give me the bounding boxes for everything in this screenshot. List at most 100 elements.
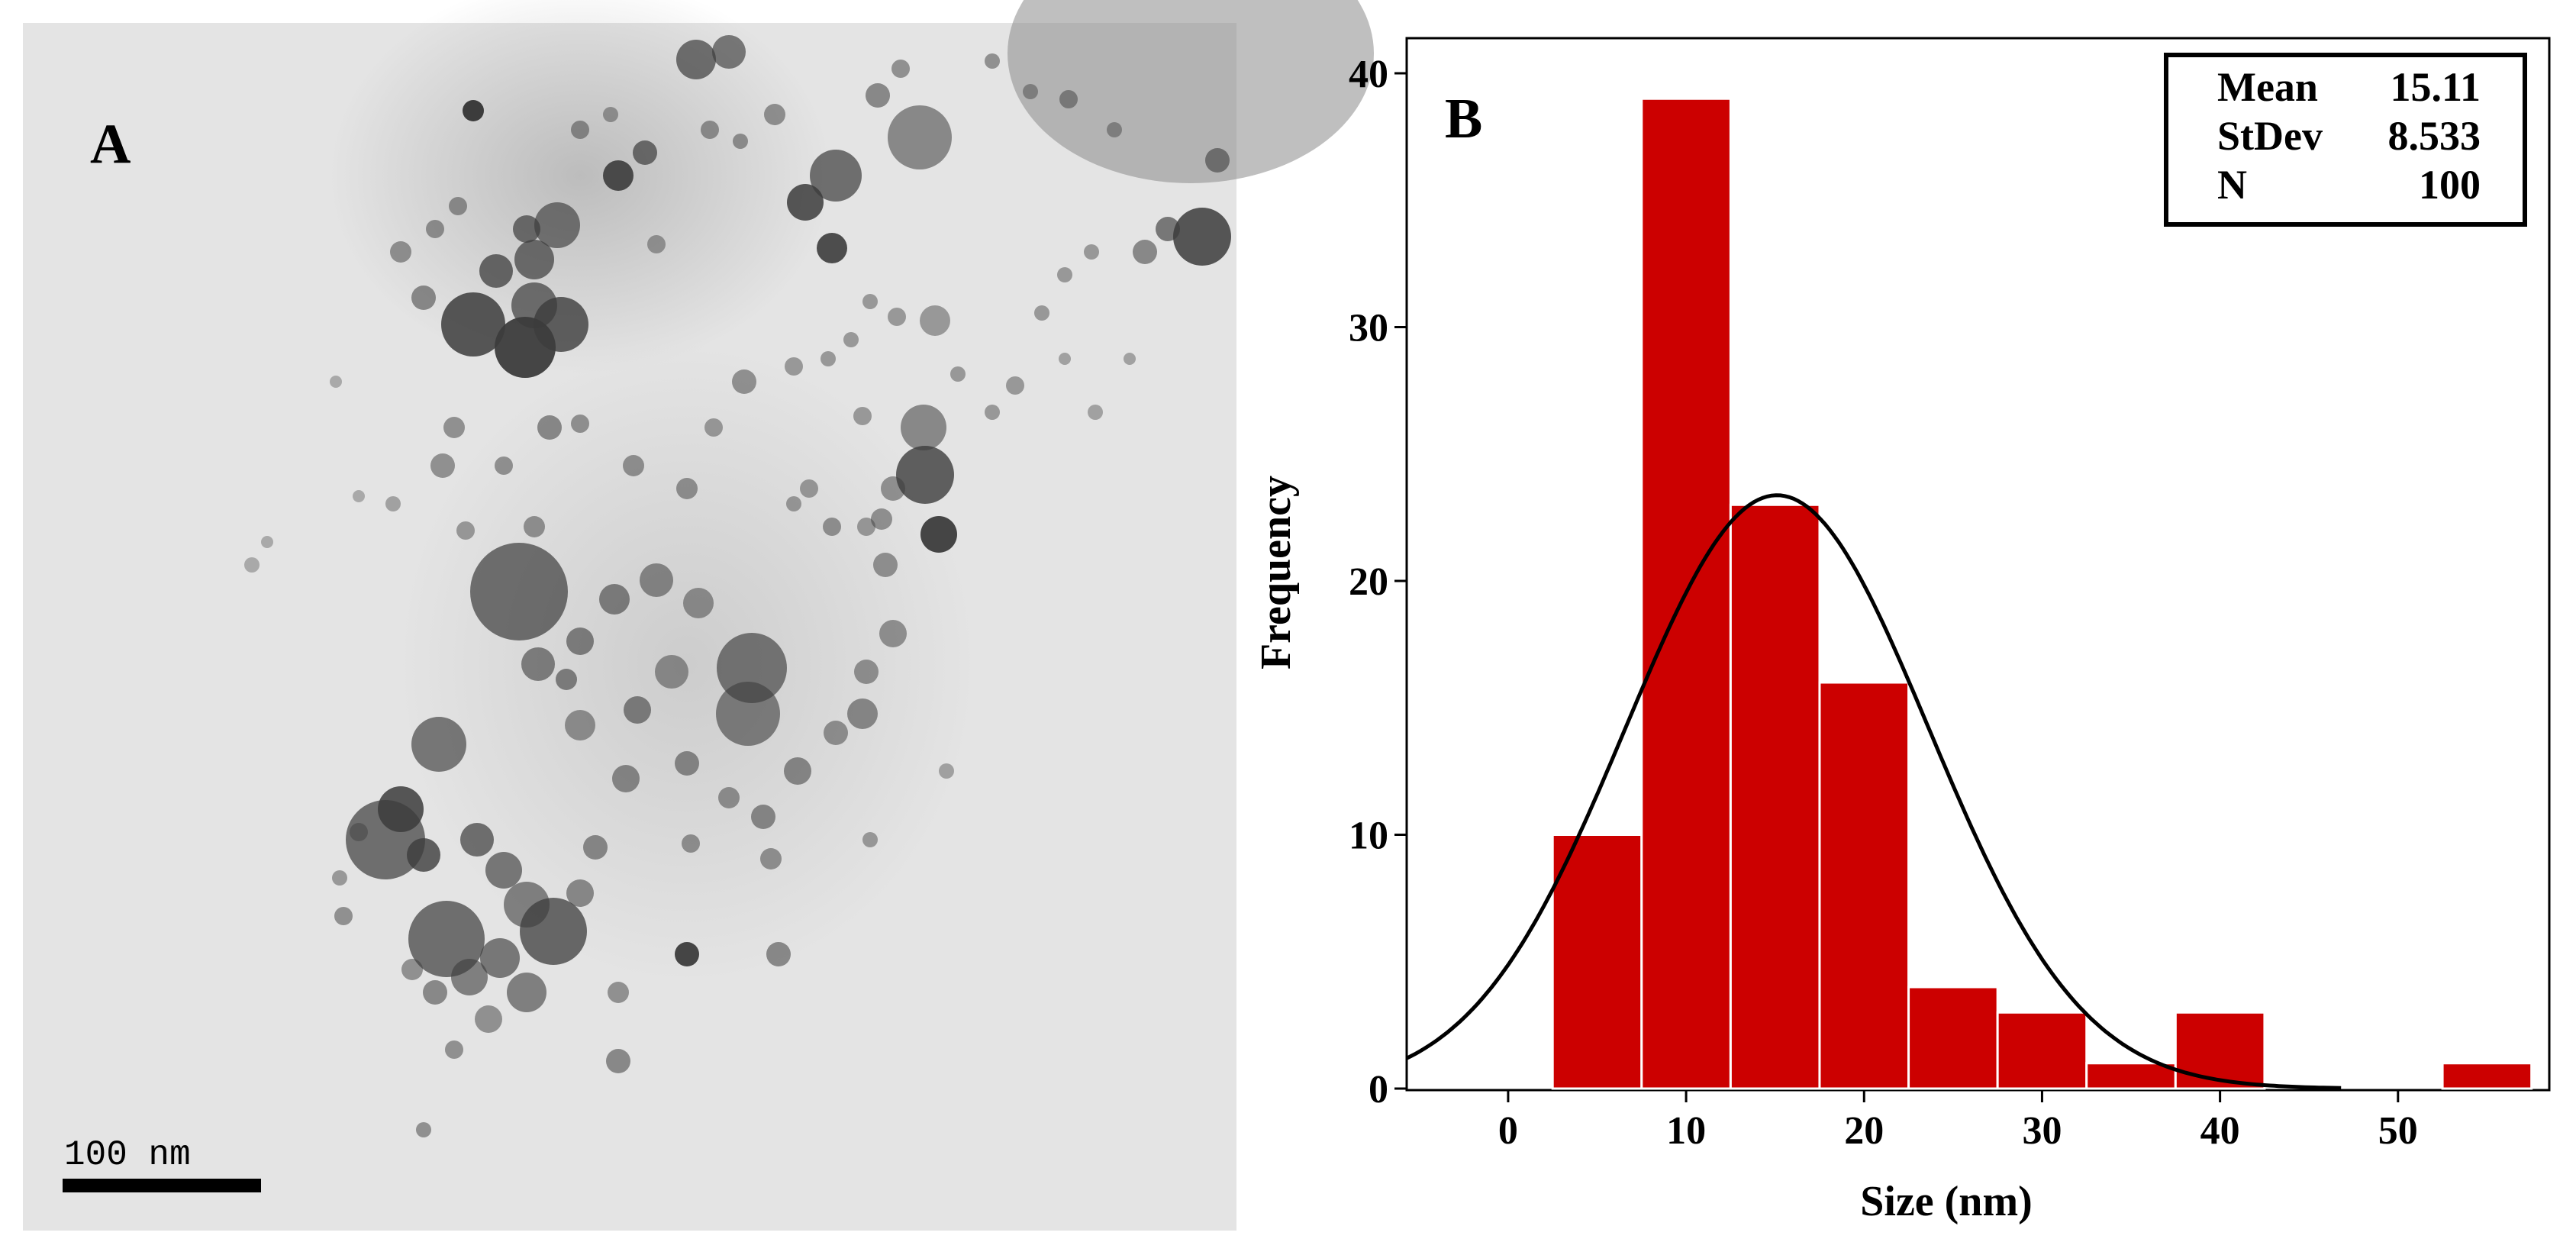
x-tick-label: 0 (1498, 1109, 1518, 1153)
stat-n-value: 100 (2419, 162, 2481, 208)
nanoparticle (401, 959, 423, 980)
nanoparticle (766, 942, 791, 966)
panel-label-a: A (90, 113, 131, 176)
x-tick-label: 50 (2378, 1109, 2418, 1153)
nanoparticle (879, 620, 907, 647)
nanoparticle (565, 710, 595, 740)
nanoparticle (556, 669, 577, 690)
nanoparticle (817, 233, 847, 263)
nanoparticle (511, 282, 557, 328)
nanoparticle (786, 496, 801, 511)
nanoparticle (411, 717, 466, 772)
nanoparticle (718, 787, 740, 808)
nanoparticle (1205, 148, 1230, 173)
nanoparticle (346, 800, 425, 879)
tem-micrograph-panel: A 100 nm (23, 0, 1374, 1231)
nanoparticle (470, 543, 568, 640)
nanoparticle (1133, 240, 1157, 264)
nanoparticle (633, 140, 657, 165)
nanoparticle (787, 184, 824, 221)
nanoparticle (810, 150, 862, 202)
nanoparticle (682, 834, 700, 853)
nanoparticle (640, 563, 673, 597)
nanoparticle (764, 104, 785, 125)
nanoparticle (451, 959, 488, 995)
nanoparticle (612, 765, 640, 792)
tem-haze (328, 0, 832, 374)
nanoparticle (534, 202, 580, 248)
x-tick-label: 30 (2022, 1109, 2062, 1153)
nanoparticle (463, 100, 484, 121)
histogram-bar (1551, 834, 1643, 1090)
nanoparticle (1088, 405, 1103, 420)
x-tick-label: 40 (2200, 1109, 2240, 1153)
x-tick-label: 20 (1844, 1109, 1884, 1153)
nanoparticle (606, 1049, 630, 1073)
nanoparticle (537, 415, 562, 440)
histogram-bar (1996, 1011, 2088, 1090)
nanoparticle (1124, 353, 1136, 365)
y-tick-label: 30 (1349, 307, 1388, 350)
stat-mean-value: 15.11 (2390, 64, 2481, 110)
tem-haze (1008, 0, 1374, 183)
nanoparticle (330, 376, 342, 388)
nanoparticle (716, 682, 780, 746)
nanoparticle (950, 366, 966, 382)
nanoparticle (449, 197, 467, 215)
nanoparticle (888, 308, 906, 326)
stat-n-label: N (2217, 162, 2247, 208)
nanoparticle (426, 220, 444, 238)
nanoparticle (891, 60, 910, 78)
nanoparticle (785, 357, 803, 376)
scale-bar (63, 1179, 261, 1192)
stat-stdev-label: StDev (2217, 113, 2323, 159)
nanoparticle (244, 557, 260, 573)
nanoparticle (821, 351, 836, 366)
nanoparticle (824, 721, 848, 745)
nanoparticle (507, 973, 546, 1012)
nanoparticle (1059, 90, 1078, 108)
nanoparticle (784, 757, 811, 785)
y-tick-label: 40 (1349, 53, 1388, 96)
nanoparticle (1006, 376, 1024, 395)
nanoparticle (485, 852, 522, 889)
nanoparticle (732, 369, 756, 394)
nanoparticle (407, 838, 440, 872)
nanoparticle (704, 418, 723, 437)
nanoparticle (655, 655, 688, 689)
nanoparticle (675, 751, 699, 776)
nanoparticle (416, 1122, 431, 1137)
nanoparticle (411, 286, 436, 310)
nanoparticle (920, 516, 957, 553)
nanoparticle (521, 647, 555, 681)
nanoparticle (712, 35, 746, 69)
nanoparticle (441, 292, 505, 356)
nanoparticle (873, 553, 898, 577)
x-tick-label: 10 (1666, 1109, 1706, 1153)
nanoparticle (1173, 208, 1231, 266)
nanoparticle (571, 415, 589, 433)
nanoparticle (430, 453, 455, 478)
nanoparticle (760, 848, 782, 869)
nanoparticle (985, 405, 1000, 420)
nanoparticle (460, 823, 494, 857)
nanoparticle (445, 1040, 463, 1059)
nanoparticle (733, 134, 748, 149)
nanoparticle (261, 536, 273, 548)
nanoparticle (566, 628, 594, 655)
scale-bar-label: 100 nm (64, 1135, 191, 1175)
nanoparticle (408, 901, 485, 977)
nanoparticle (571, 121, 589, 139)
nanoparticle (800, 479, 818, 498)
nanoparticle (862, 832, 878, 847)
nanoparticle (888, 105, 952, 169)
nanoparticle (871, 508, 892, 530)
nanoparticle (901, 405, 946, 450)
nanoparticle (603, 160, 634, 191)
nanoparticle (514, 240, 554, 279)
nanoparticle (479, 254, 513, 288)
y-tick-label: 0 (1369, 1068, 1388, 1111)
nanoparticle (701, 121, 719, 139)
nanoparticle (896, 446, 954, 504)
nanoparticle (423, 980, 447, 1005)
